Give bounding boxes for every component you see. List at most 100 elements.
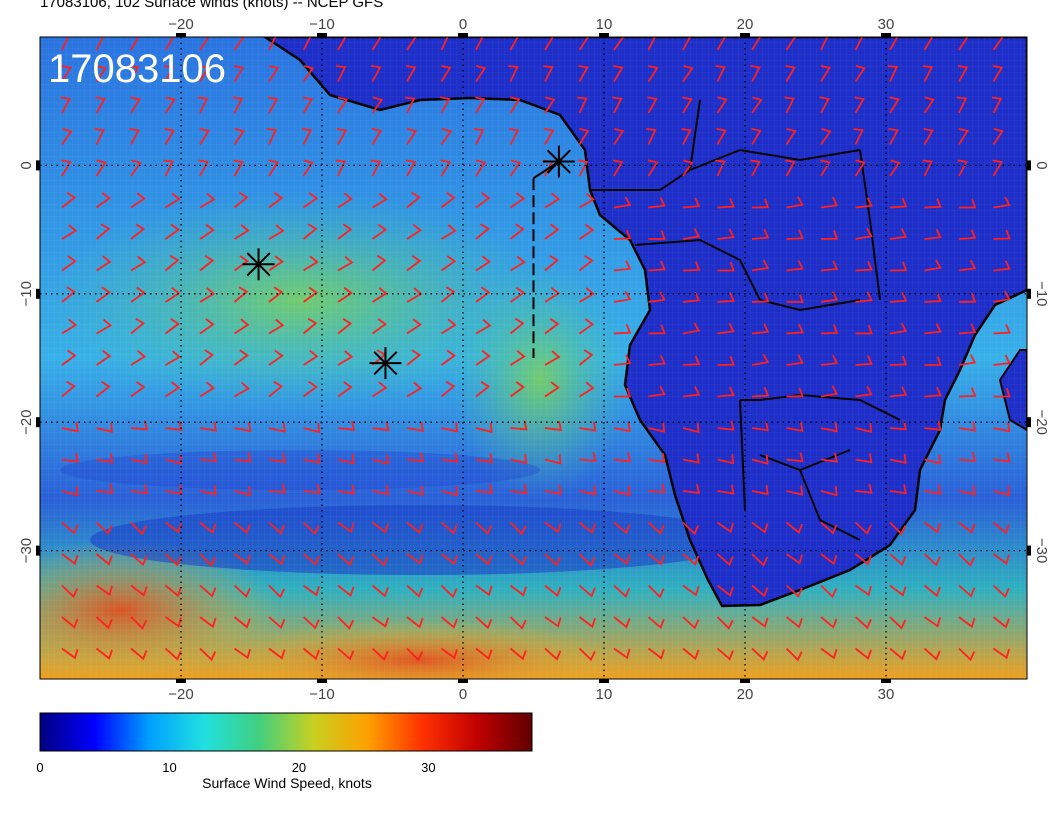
wind-barb bbox=[233, 647, 251, 660]
wind-barb bbox=[785, 616, 803, 629]
wind-barb bbox=[924, 484, 942, 495]
wind-barb bbox=[820, 486, 838, 497]
wind-barb bbox=[199, 349, 214, 366]
wind-barb bbox=[889, 420, 908, 431]
wind-barb bbox=[165, 420, 183, 431]
wind-barb bbox=[95, 65, 107, 83]
wind-barb bbox=[61, 37, 70, 51]
wind-barb bbox=[199, 553, 217, 567]
wind-barb bbox=[233, 616, 251, 629]
wind-barb bbox=[303, 255, 319, 272]
wind-barb bbox=[613, 37, 625, 51]
star-marker bbox=[369, 347, 402, 380]
wind-barb bbox=[820, 159, 831, 177]
wind-barb bbox=[854, 96, 865, 114]
wind-barb bbox=[130, 286, 146, 303]
wind-barb bbox=[404, 96, 416, 114]
wind-barb bbox=[163, 65, 175, 82]
lon-label-top: 0 bbox=[459, 16, 467, 33]
wind-barb bbox=[958, 292, 977, 303]
wind-barb bbox=[786, 354, 804, 366]
wind-barb bbox=[958, 451, 977, 462]
wind-barb bbox=[682, 647, 700, 661]
wind-barb bbox=[164, 254, 180, 272]
wind-barb bbox=[751, 521, 769, 534]
wind-barb bbox=[336, 128, 348, 145]
wind-barb bbox=[130, 521, 148, 536]
wind-barb bbox=[233, 286, 249, 303]
wind-barb bbox=[233, 521, 251, 535]
wind-barb bbox=[509, 286, 526, 303]
wind-barb bbox=[958, 421, 976, 432]
wind-barb bbox=[337, 223, 353, 240]
wind-barb bbox=[508, 128, 520, 145]
wind-barb bbox=[682, 355, 701, 366]
wind-barb bbox=[61, 286, 76, 303]
wind-barb bbox=[578, 553, 596, 567]
wind-barb bbox=[717, 484, 735, 495]
wind-barb bbox=[578, 584, 596, 598]
wind-barb bbox=[302, 65, 315, 83]
wind-barb bbox=[785, 584, 803, 598]
lon-tick-bottom bbox=[881, 679, 891, 683]
wind-barb bbox=[578, 616, 596, 629]
wind-barb bbox=[579, 287, 595, 303]
wind-barb bbox=[578, 521, 596, 534]
wind-barb bbox=[475, 255, 491, 272]
wind-barb bbox=[992, 65, 1004, 82]
wind-barb bbox=[717, 322, 735, 335]
wind-barb bbox=[475, 616, 493, 630]
wind-barb bbox=[855, 385, 873, 398]
wind-barb bbox=[233, 128, 245, 146]
wind-barb bbox=[613, 128, 625, 146]
wind-barb bbox=[786, 260, 804, 272]
wind-barb bbox=[544, 616, 562, 628]
wind-barb bbox=[371, 37, 382, 51]
wind-barb bbox=[958, 616, 976, 629]
wind-barb bbox=[441, 486, 458, 497]
lon-label-bottom: 20 bbox=[737, 686, 754, 700]
lat-tick-right bbox=[1027, 288, 1031, 299]
wind-barb bbox=[647, 37, 656, 51]
wind-barb bbox=[406, 349, 422, 366]
wind-barb bbox=[302, 192, 319, 209]
wind-barb bbox=[648, 483, 666, 494]
wind-barb bbox=[647, 96, 658, 114]
wind-barb bbox=[579, 381, 595, 398]
wind-barb bbox=[613, 229, 632, 240]
wind-barb bbox=[579, 451, 597, 462]
wind-barb bbox=[682, 584, 700, 597]
wind-barb bbox=[959, 198, 977, 209]
wind-barb bbox=[199, 584, 217, 598]
wind-barb bbox=[956, 96, 968, 114]
wind-barb bbox=[302, 647, 320, 661]
wind-barb bbox=[786, 485, 804, 496]
wind-barb bbox=[992, 647, 1010, 660]
wind-barb bbox=[855, 453, 873, 464]
wind-barb bbox=[199, 254, 215, 272]
wind-barb bbox=[958, 584, 976, 598]
wind-barb bbox=[784, 96, 795, 114]
wind-barb bbox=[820, 128, 832, 146]
wind-barb bbox=[268, 192, 284, 209]
wind-barb bbox=[301, 128, 313, 145]
wind-barb bbox=[958, 259, 977, 272]
wind-barb bbox=[61, 128, 73, 146]
wind-barb bbox=[61, 422, 79, 433]
wind-barb bbox=[613, 290, 632, 303]
wind-barb bbox=[268, 255, 284, 272]
wind-barb bbox=[889, 484, 907, 495]
wind-barb bbox=[889, 584, 907, 597]
lon-label-top: 20 bbox=[737, 16, 754, 33]
wind-barb bbox=[164, 521, 182, 534]
wind-barb bbox=[302, 286, 318, 303]
wind-barb bbox=[440, 286, 456, 303]
wind-barb bbox=[233, 37, 245, 51]
wind-barb bbox=[509, 159, 522, 177]
wind-barb bbox=[440, 584, 458, 599]
wind-barb bbox=[371, 223, 388, 240]
wind-barb bbox=[648, 230, 666, 240]
wind-barb bbox=[164, 318, 180, 335]
wind-barb bbox=[130, 616, 148, 630]
colorbar-label: Surface Wind Speed, knots bbox=[202, 775, 372, 791]
